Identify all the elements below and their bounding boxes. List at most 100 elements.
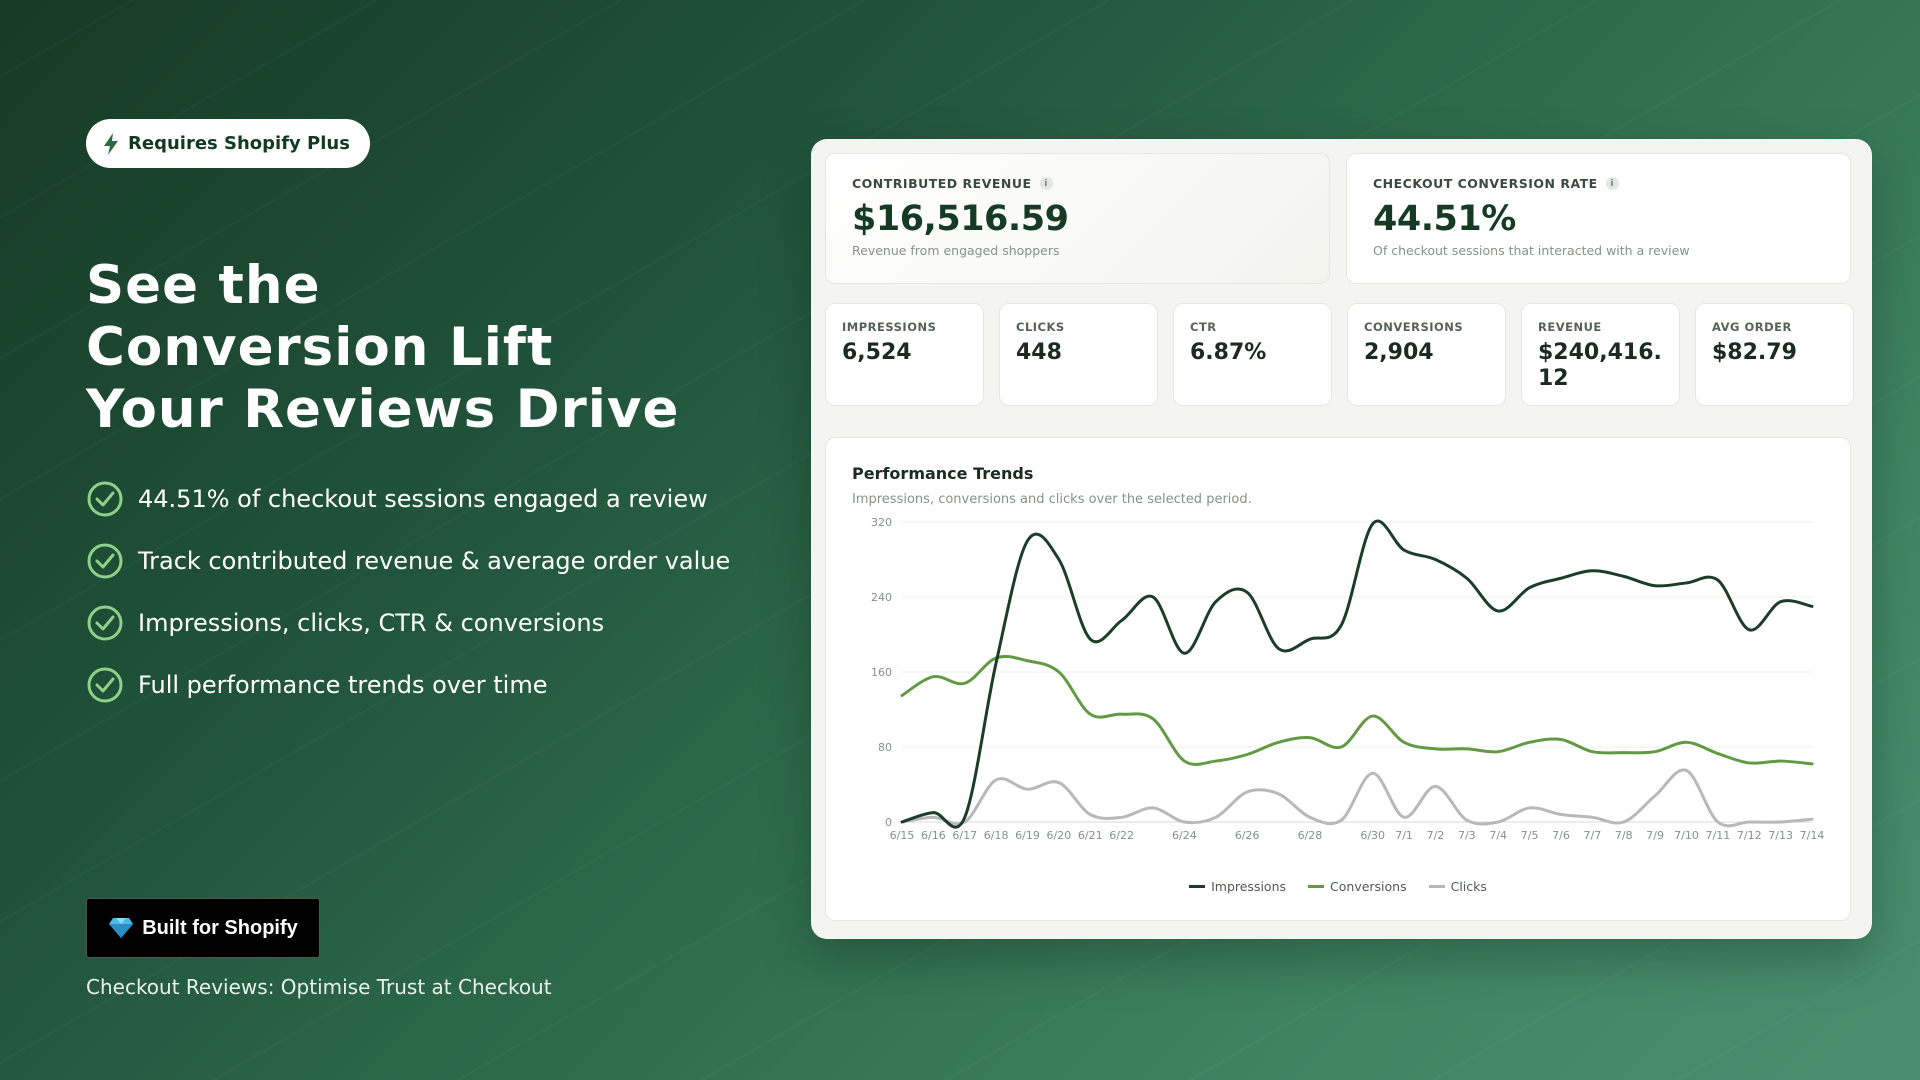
legend-label: Clicks: [1450, 879, 1487, 894]
shopify-button-label: Built for Shopify: [142, 916, 298, 939]
y-tick-label: 0: [885, 816, 892, 829]
metric-value: 6,524: [842, 340, 912, 365]
metric-label: CTR: [1190, 320, 1217, 334]
metric-card-avg-order: AVG ORDER $82.79: [1695, 303, 1854, 406]
x-tick-label: 7/5: [1521, 829, 1539, 842]
x-tick-label: 7/11: [1706, 829, 1731, 842]
x-tick-label: 6/30: [1360, 829, 1385, 842]
x-tick-label: 7/9: [1646, 829, 1664, 842]
x-tick-label: 6/24: [1172, 829, 1197, 842]
legend-swatch: [1308, 885, 1325, 888]
metric-label: IMPRESSIONS: [842, 320, 937, 334]
check-circle-icon: [87, 481, 123, 517]
legend-swatch: [1428, 885, 1445, 888]
x-tick-label: 6/21: [1078, 829, 1103, 842]
feature-text: Impressions, clicks, CTR & conversions: [138, 609, 605, 637]
x-tick-label: 7/10: [1674, 829, 1699, 842]
feature-text: Track contributed revenue & average orde…: [138, 547, 731, 575]
x-tick-label: 7/8: [1615, 829, 1633, 842]
x-tick-label: 6/15: [890, 829, 915, 842]
feature-item: Full performance trends over time: [86, 654, 730, 716]
legend-label: Impressions: [1211, 879, 1287, 894]
y-tick-label: 160: [871, 666, 892, 679]
x-tick-label: 7/6: [1552, 829, 1570, 842]
feature-list: 44.51% of checkout sessions engaged a re…: [86, 468, 730, 716]
legend-swatch: [1189, 885, 1206, 888]
x-tick-label: 7/13: [1768, 829, 1793, 842]
series-line-conversions[interactable]: [900, 654, 1814, 766]
requires-shopify-plus-badge: Requires Shopify Plus: [86, 119, 370, 168]
metric-value: 448: [1016, 340, 1062, 365]
x-tick-label: 7/12: [1737, 829, 1762, 842]
legend-item-clicks[interactable]: Clicks: [1428, 879, 1487, 894]
dashboard-panel: CONTRIBUTED REVENUE i $16,516.59 Revenue…: [811, 139, 1872, 939]
built-for-shopify-button[interactable]: Built for Shopify: [86, 898, 320, 958]
x-tick-label: 6/18: [984, 829, 1009, 842]
x-tick-label: 6/22: [1109, 829, 1134, 842]
info-icon[interactable]: i: [1605, 177, 1619, 190]
legend-item-conversions[interactable]: Conversions: [1308, 879, 1407, 894]
metric-value: $82.79: [1712, 340, 1797, 365]
x-tick-label: 7/2: [1427, 829, 1445, 842]
performance-trends-card: Performance Trends Impressions, conversi…: [825, 437, 1851, 921]
x-tick-label: 6/16: [921, 829, 946, 842]
y-tick-label: 320: [871, 516, 892, 529]
contributed-revenue-label: CONTRIBUTED REVENUE i: [852, 176, 1303, 191]
metric-label: AVG ORDER: [1712, 320, 1792, 334]
metric-card-revenue: REVENUE $240,416.12: [1521, 303, 1680, 406]
feature-item: Track contributed revenue & average orde…: [86, 530, 730, 592]
diamond-icon: [109, 918, 134, 938]
hero-title-line: Conversion Lift: [86, 317, 554, 378]
metric-value: $240,416.12: [1538, 340, 1662, 391]
x-tick-label: 7/7: [1583, 829, 1601, 842]
check-circle-icon: [87, 667, 123, 703]
info-icon[interactable]: i: [1039, 177, 1053, 190]
metric-card-clicks: CLICKS 448: [999, 303, 1158, 406]
lightning-bolt-icon: [104, 132, 118, 155]
y-tick-label: 80: [878, 741, 892, 754]
series-line-impressions[interactable]: [900, 519, 1814, 829]
contributed-revenue-value: $16,516.59: [852, 199, 1069, 239]
x-tick-label: 6/17: [952, 829, 977, 842]
feature-item: Impressions, clicks, CTR & conversions: [86, 592, 730, 654]
chart-legend: Impressions Conversions Clicks: [826, 879, 1850, 894]
badge-label: Requires Shopify Plus: [128, 133, 350, 154]
y-tick-label: 240: [871, 591, 892, 604]
metric-card-impressions: IMPRESSIONS 6,524: [825, 303, 984, 406]
checkout-conversion-sub: Of checkout sessions that interacted wit…: [1373, 243, 1690, 258]
x-tick-label: 7/14: [1800, 829, 1825, 842]
x-tick-label: 6/20: [1047, 829, 1072, 842]
x-tick-label: 6/19: [1015, 829, 1040, 842]
footer-tagline: Checkout Reviews: Optimise Trust at Chec…: [86, 975, 552, 999]
card-label-text: CONTRIBUTED REVENUE: [852, 176, 1032, 191]
x-tick-label: 7/4: [1489, 829, 1507, 842]
hero-title-line: Your Reviews Drive: [86, 379, 680, 440]
feature-text: Full performance trends over time: [138, 671, 548, 699]
chart-subtitle: Impressions, conversions and clicks over…: [852, 492, 1252, 507]
x-tick-label: 6/26: [1235, 829, 1260, 842]
checkout-conversion-value: 44.51%: [1373, 199, 1516, 239]
legend-label: Conversions: [1330, 879, 1407, 894]
feature-text: 44.51% of checkout sessions engaged a re…: [138, 485, 708, 513]
legend-item-impressions[interactable]: Impressions: [1189, 879, 1286, 894]
metric-card-ctr: CTR 6.87%: [1173, 303, 1332, 406]
feature-item: 44.51% of checkout sessions engaged a re…: [86, 468, 730, 530]
check-circle-icon: [87, 605, 123, 641]
x-tick-label: 6/28: [1298, 829, 1323, 842]
metric-value: 2,904: [1364, 340, 1434, 365]
contributed-revenue-card: CONTRIBUTED REVENUE i $16,516.59 Revenue…: [825, 153, 1330, 284]
metric-label: CLICKS: [1016, 320, 1065, 334]
contributed-revenue-sub: Revenue from engaged shoppers: [852, 243, 1060, 258]
check-circle-icon: [87, 543, 123, 579]
metric-label: REVENUE: [1538, 320, 1602, 334]
metric-value: 6.87%: [1190, 340, 1267, 365]
checkout-conversion-label: CHECKOUT CONVERSION RATE i: [1373, 176, 1824, 191]
performance-trends-chart[interactable]: 0 80 160 240 320 6/15 6/16 6/17 6/18 6/19 6/20 6/21…: [826, 438, 1852, 878]
hero-title: See the Conversion Lift Your Reviews Dri…: [86, 255, 786, 441]
series-line-clicks[interactable]: [900, 768, 1814, 828]
card-label-text: CHECKOUT CONVERSION RATE: [1373, 176, 1598, 191]
x-tick-label: 7/1: [1395, 829, 1413, 842]
hero-title-line: See the: [86, 255, 321, 316]
metric-label: CONVERSIONS: [1364, 320, 1464, 334]
x-tick-label: 7/3: [1458, 829, 1476, 842]
